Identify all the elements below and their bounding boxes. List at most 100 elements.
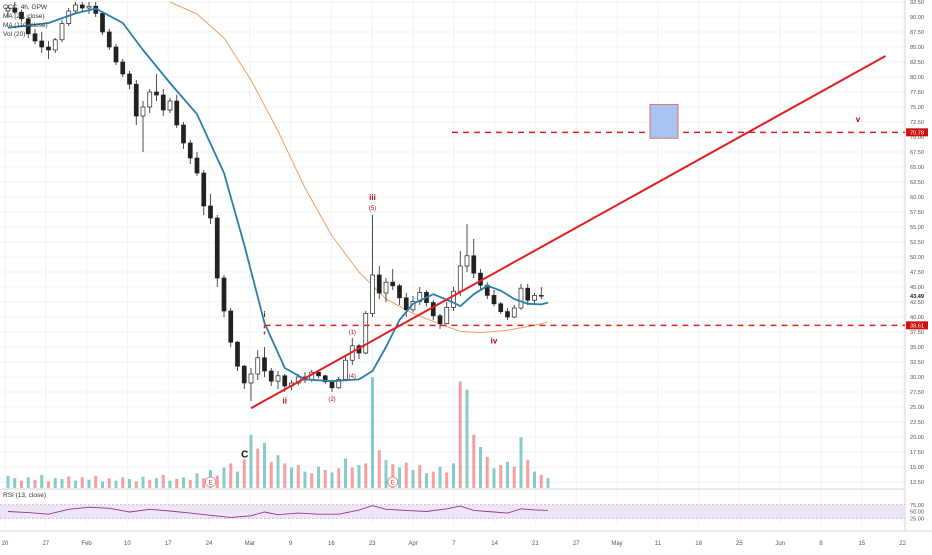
- candle: [538, 287, 544, 299]
- candle: [79, 2, 85, 11]
- candle-body: [147, 91, 153, 108]
- candles: [5, 2, 544, 401]
- volume-bar: [202, 478, 206, 488]
- candle-body: [383, 281, 389, 294]
- volume-bars: [6, 377, 550, 488]
- candle: [73, 2, 78, 14]
- time-axis: 20 27 Feb 10 17 24 Mar 9 16 23 Apr 7 14 21 27 May 11 18 25…: [2, 541, 907, 547]
- candle-body: [66, 10, 72, 24]
- volume-bar: [276, 455, 280, 488]
- volume-bar: [182, 477, 185, 488]
- time-tick-label: 24: [206, 541, 213, 547]
- candle-body: [133, 83, 139, 117]
- candle-body: [343, 359, 348, 380]
- volume-bar: [94, 475, 98, 488]
- volume-bar: [128, 478, 131, 488]
- volume-bar: [404, 462, 408, 488]
- price-tick-label: 72.50: [910, 120, 924, 126]
- earnings-marker-circle: [205, 476, 216, 488]
- time-tick-label: 7: [452, 541, 456, 547]
- price-tick-label: 87.50: [910, 30, 924, 36]
- candle: [228, 308, 234, 347]
- volume-bar: [107, 478, 111, 488]
- volume-bar: [155, 478, 158, 488]
- earnings-marker-circle: [387, 476, 399, 488]
- time-tick-label: Jun: [775, 541, 785, 547]
- candle: [505, 308, 510, 320]
- volume-bar: [47, 481, 50, 488]
- volume-bar: [175, 478, 179, 488]
- wave-label-4: (4): [349, 374, 356, 380]
- candle: [532, 293, 537, 305]
- price-tick-label: 80.00: [910, 75, 924, 81]
- volume-bar: [141, 476, 145, 488]
- volume-bar: [310, 473, 314, 488]
- volume-bar: [283, 463, 287, 488]
- price-marker-bg: [906, 128, 928, 137]
- candle: [268, 368, 274, 386]
- volume-bar: [148, 479, 152, 488]
- volume-bar: [6, 475, 10, 488]
- wave-label-ii: ii: [283, 396, 287, 405]
- volume-bar: [74, 480, 77, 488]
- wave-label-v: v: [856, 115, 861, 124]
- volume-bar: [546, 478, 550, 488]
- candle: [106, 29, 112, 50]
- price-marker: 70.78: [906, 128, 928, 137]
- volume-bar: [472, 434, 476, 488]
- candle: [201, 170, 207, 215]
- candle-body: [160, 94, 166, 111]
- volume-bar: [101, 481, 104, 488]
- candle-body: [79, 4, 85, 9]
- candle: [113, 44, 119, 65]
- wave-label-iv: iv: [491, 336, 498, 345]
- volume-bar: [350, 467, 354, 488]
- candle-body: [201, 172, 207, 207]
- wave-label-1: (1): [349, 330, 356, 336]
- price-tick-label: 65.00: [910, 165, 924, 171]
- candle-body: [430, 302, 436, 317]
- candle: [100, 11, 105, 35]
- volume-bar: [323, 469, 327, 488]
- price-tick-label: 42.50: [910, 300, 924, 306]
- wave-label-C: C: [241, 449, 248, 460]
- volume-bar: [33, 479, 37, 488]
- candle: [525, 284, 531, 305]
- time-tick-label: Apr: [408, 541, 417, 547]
- wave-label-5: (5): [369, 206, 376, 212]
- volume-bar: [269, 461, 273, 488]
- candle: [376, 266, 382, 299]
- price-marker-label: 38.61: [910, 323, 924, 329]
- volume-bar: [357, 465, 361, 488]
- volume-bar: [452, 463, 455, 488]
- volume-bar: [188, 479, 192, 488]
- candle: [174, 95, 180, 128]
- candle: [160, 89, 166, 116]
- candle: [46, 41, 51, 59]
- candle-body: [444, 307, 450, 324]
- volume-bar: [465, 389, 469, 488]
- candle-body: [275, 375, 281, 382]
- candle: [397, 284, 402, 305]
- candle: [208, 194, 213, 224]
- price-marker: 43.49: [906, 292, 928, 301]
- volume-bar: [303, 471, 307, 488]
- candle-body: [505, 311, 510, 318]
- earnings-marker-label: E: [208, 480, 212, 486]
- volume-bar: [512, 466, 516, 488]
- candle: [120, 59, 126, 77]
- volume-bar: [114, 480, 118, 488]
- candle: [356, 344, 362, 359]
- price-tick-label: 85.00: [910, 45, 924, 51]
- volume-bar: [485, 456, 489, 488]
- time-tick-label: Mar: [245, 541, 255, 547]
- candle-body: [181, 124, 186, 144]
- candle: [154, 74, 159, 101]
- price-tick-label: 47.50: [910, 270, 924, 276]
- price-tick-label: 37.50: [910, 330, 924, 336]
- volume-bar: [317, 466, 320, 488]
- candle-body: [248, 373, 254, 384]
- candle-body: [52, 39, 58, 51]
- time-tick-label: 17: [165, 541, 172, 547]
- price-tick-label: 12.50: [910, 480, 924, 486]
